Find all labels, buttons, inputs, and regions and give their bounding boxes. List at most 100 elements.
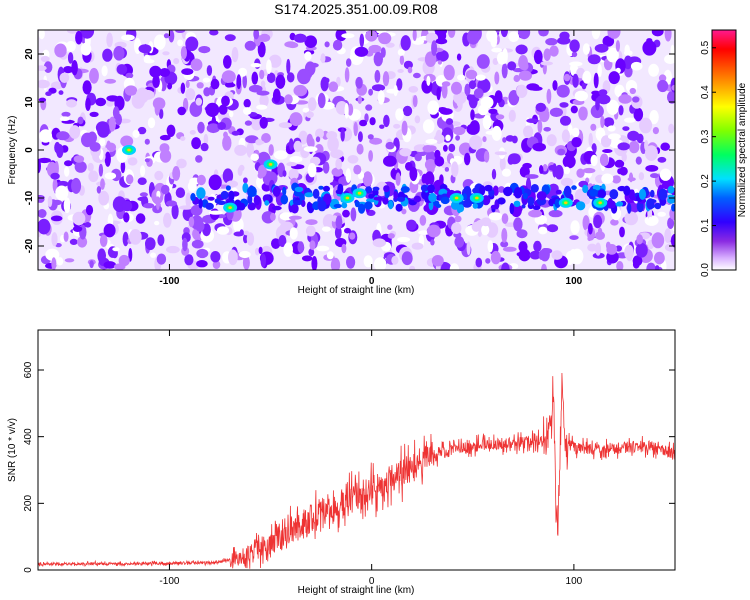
heatmap-noise-cell [441,82,448,99]
heatmap-noise-cell [156,190,161,199]
heatmap-noise-cell [385,42,395,48]
heatmap-signal-cell [597,189,606,198]
heatmap-noise-cell [208,174,222,191]
heatmap-noise-cell [374,69,381,83]
heatmap-noise-cell [546,224,559,233]
heatmap-noise-cell [106,95,119,102]
heatmap-hotspot-peak [454,196,459,200]
heatmap-noise-cell [607,125,616,132]
heatmap-signal-cell [358,203,366,214]
heatmap-noise-cell [177,106,186,116]
heatmap-noise-cell [377,90,385,105]
heatmap-noise-cell [89,260,94,269]
heatmap-noise-cell [439,108,453,115]
heatmap-noise-cell [516,84,528,99]
heatmap-signal-cell [396,196,406,202]
heatmap-noise-cell [549,107,564,118]
heatmap-noise-cell [140,165,146,177]
heatmap-noise-cell [185,192,192,208]
heatmap-noise-cell [250,116,263,131]
heatmap-noise-cell [260,253,267,268]
heatmap-noise-cell [508,153,521,165]
heatmap-noise-cell [185,36,199,52]
heatmap-noise-cell [50,172,60,180]
heatmap-noise-cell [607,30,621,39]
heatmap-noise-cell [487,240,494,253]
heatmap-noise-cell [332,39,343,51]
heatmap-noise-cell [108,116,116,132]
x-tick-label: 0 [369,276,375,287]
heatmap-noise-cell [342,209,350,218]
heatmap-noise-cell [443,144,448,152]
heatmap-noise-cell [590,104,604,119]
heatmap-noise-cell [324,41,330,48]
heatmap-noise-cell [533,240,542,252]
heatmap-noise-cell [627,130,640,141]
heatmap-noise-cell [289,156,303,163]
heatmap-x-axis-title: Height of straight line (km) [298,285,415,296]
heatmap-signal-cell [439,183,448,191]
heatmap-noise-cell [356,143,364,155]
heatmap-noise-cell [393,123,401,129]
heatmap-noise-cell [129,229,142,245]
heatmap-noise-cell [597,64,602,78]
heatmap-noise-cell [436,87,441,101]
heatmap-noise-cell [171,203,179,220]
heatmap-noise-cell [104,172,117,180]
heatmap-noise-cell [571,51,578,58]
y-tick-label: 0 [24,147,35,153]
heatmap-noise-cell [664,54,675,64]
heatmap-noise-cell [353,121,358,137]
heatmap-noise-cell [603,117,615,128]
heatmap-noise-cell [401,251,413,266]
heatmap-noise-cell [99,234,108,247]
heatmap-noise-cell [655,265,660,270]
heatmap-noise-cell [210,251,221,263]
heatmap-signal-cell [214,198,221,204]
heatmap-noise-cell [334,226,342,239]
heatmap-noise-cell [425,139,438,144]
heatmap-noise-cell [582,43,591,55]
heatmap-signal-cell [479,185,486,196]
heatmap-noise-cell [163,33,170,39]
heatmap-signal-cell [323,185,330,192]
heatmap-signal-cell [237,202,246,211]
heatmap-noise-cell [494,90,503,103]
x-tick-label: -100 [159,276,179,287]
heatmap-noise-cell [95,97,107,107]
heatmap-noise-cell [279,221,294,233]
heatmap-noise-cell [257,164,267,178]
heatmap-noise-cell [426,224,441,238]
heatmap-noise-cell [571,137,582,148]
heatmap-noise-cell [297,241,305,254]
heatmap-noise-cell [248,84,263,93]
line-chart-x-ticks: -100 0 100 [159,330,583,587]
heatmap-noise-cell [203,133,209,146]
heatmap-signal-cell [341,202,348,209]
heatmap-noise-cell [210,78,220,90]
heatmap-noise-cell [414,115,421,124]
heatmap-noise-cell [66,99,77,108]
heatmap-noise-cell [475,74,486,81]
heatmap-noise-cell [500,241,509,248]
heatmap-noise-cell [372,238,386,248]
heatmap-noise-cell [652,127,660,135]
heatmap-noise-cell [664,30,672,42]
heatmap-noise-cell [327,136,339,152]
heatmap-noise-cell [397,236,411,243]
heatmap-noise-cell [499,156,506,172]
heatmap-signal-cell [628,189,636,200]
chart-title: S174.2025.351.00.09.R08 [274,1,438,17]
heatmap-noise-cell [268,144,274,156]
heatmap-noise-cell [344,227,351,234]
heatmap-noise-cell [261,133,271,143]
heatmap-noise-cell [104,78,117,84]
heatmap-noise-cell [59,72,70,84]
heatmap-noise-cell [540,61,553,66]
heatmap-noise-cell [278,235,287,247]
heatmap-noise-cell [254,247,260,256]
heatmap-noise-cell [448,143,456,153]
heatmap-noise-cell [488,108,498,115]
heatmap-noise-cell [354,46,369,57]
heatmap-noise-cell [67,52,74,64]
